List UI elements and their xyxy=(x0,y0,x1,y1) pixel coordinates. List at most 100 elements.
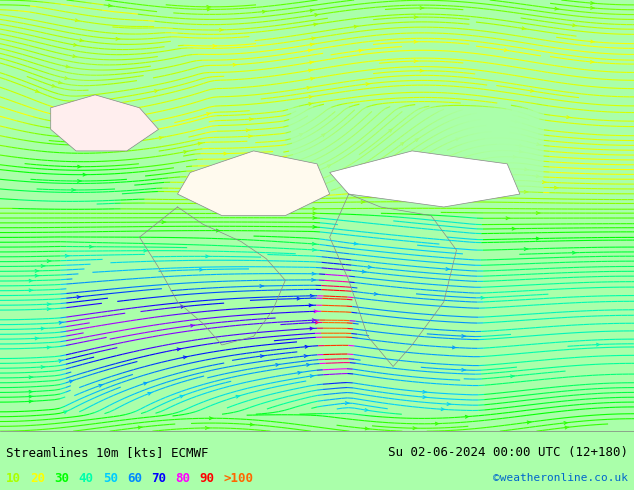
FancyArrowPatch shape xyxy=(536,175,540,177)
FancyArrowPatch shape xyxy=(536,212,540,215)
FancyArrowPatch shape xyxy=(66,65,70,68)
FancyArrowPatch shape xyxy=(47,308,51,311)
FancyArrowPatch shape xyxy=(462,368,466,371)
FancyArrowPatch shape xyxy=(312,278,316,281)
FancyArrowPatch shape xyxy=(207,5,210,8)
FancyArrowPatch shape xyxy=(29,391,33,393)
FancyArrowPatch shape xyxy=(372,175,375,178)
FancyArrowPatch shape xyxy=(181,305,185,308)
FancyArrowPatch shape xyxy=(41,327,45,330)
FancyArrowPatch shape xyxy=(310,375,314,377)
FancyArrowPatch shape xyxy=(506,217,510,220)
FancyArrowPatch shape xyxy=(441,408,445,411)
FancyArrowPatch shape xyxy=(48,260,51,263)
FancyArrowPatch shape xyxy=(446,268,450,270)
FancyArrowPatch shape xyxy=(83,173,87,176)
FancyArrowPatch shape xyxy=(368,266,372,269)
FancyArrowPatch shape xyxy=(187,191,191,193)
FancyArrowPatch shape xyxy=(162,220,166,223)
FancyArrowPatch shape xyxy=(374,293,378,295)
FancyArrowPatch shape xyxy=(346,402,349,404)
FancyArrowPatch shape xyxy=(522,27,526,30)
FancyArrowPatch shape xyxy=(423,391,427,393)
FancyArrowPatch shape xyxy=(401,143,404,146)
FancyArrowPatch shape xyxy=(183,356,188,359)
Text: ©weatheronline.co.uk: ©weatheronline.co.uk xyxy=(493,473,628,483)
FancyArrowPatch shape xyxy=(200,269,204,271)
Text: 10: 10 xyxy=(6,472,22,485)
FancyArrowPatch shape xyxy=(72,189,75,192)
FancyArrowPatch shape xyxy=(65,76,69,79)
FancyArrowPatch shape xyxy=(519,145,524,147)
FancyArrowPatch shape xyxy=(312,37,316,40)
FancyArrowPatch shape xyxy=(184,150,188,153)
FancyArrowPatch shape xyxy=(312,272,316,275)
FancyArrowPatch shape xyxy=(36,90,39,93)
FancyArrowPatch shape xyxy=(313,225,317,228)
FancyArrowPatch shape xyxy=(495,162,499,165)
FancyArrowPatch shape xyxy=(84,141,87,144)
FancyArrowPatch shape xyxy=(304,355,308,357)
FancyArrowPatch shape xyxy=(250,423,254,426)
FancyArrowPatch shape xyxy=(78,165,82,168)
FancyArrowPatch shape xyxy=(198,142,202,145)
FancyArrowPatch shape xyxy=(180,395,184,398)
Text: 90: 90 xyxy=(199,472,214,485)
FancyArrowPatch shape xyxy=(414,16,418,19)
FancyArrowPatch shape xyxy=(310,43,314,46)
FancyArrowPatch shape xyxy=(177,348,181,351)
FancyArrowPatch shape xyxy=(261,355,264,358)
FancyArrowPatch shape xyxy=(309,96,313,98)
FancyArrowPatch shape xyxy=(413,427,417,430)
FancyArrowPatch shape xyxy=(249,135,252,138)
FancyArrowPatch shape xyxy=(138,426,142,429)
Polygon shape xyxy=(330,151,520,207)
FancyArrowPatch shape xyxy=(308,49,312,52)
FancyArrowPatch shape xyxy=(307,86,311,89)
FancyArrowPatch shape xyxy=(359,49,363,52)
FancyArrowPatch shape xyxy=(314,310,318,313)
FancyArrowPatch shape xyxy=(332,173,334,176)
FancyArrowPatch shape xyxy=(485,124,489,127)
FancyArrowPatch shape xyxy=(73,55,77,57)
FancyArrowPatch shape xyxy=(309,304,313,307)
FancyArrowPatch shape xyxy=(481,296,485,299)
FancyArrowPatch shape xyxy=(233,63,237,66)
FancyArrowPatch shape xyxy=(75,19,79,22)
Text: Streamlines 10m [kts] ECMWF: Streamlines 10m [kts] ECMWF xyxy=(6,446,209,459)
FancyArrowPatch shape xyxy=(276,364,280,366)
FancyArrowPatch shape xyxy=(361,164,365,166)
FancyArrowPatch shape xyxy=(108,4,112,7)
FancyArrowPatch shape xyxy=(366,83,370,85)
Text: 80: 80 xyxy=(175,472,190,485)
FancyArrowPatch shape xyxy=(58,81,62,84)
FancyArrowPatch shape xyxy=(524,168,529,171)
FancyArrowPatch shape xyxy=(29,376,33,379)
FancyArrowPatch shape xyxy=(144,382,148,385)
FancyArrowPatch shape xyxy=(420,6,424,9)
FancyArrowPatch shape xyxy=(52,84,56,87)
Text: 50: 50 xyxy=(103,472,118,485)
FancyArrowPatch shape xyxy=(305,345,309,348)
FancyArrowPatch shape xyxy=(221,175,225,178)
FancyArrowPatch shape xyxy=(313,243,316,245)
FancyArrowPatch shape xyxy=(47,303,51,306)
FancyArrowPatch shape xyxy=(70,380,74,383)
FancyArrowPatch shape xyxy=(205,255,209,258)
FancyArrowPatch shape xyxy=(219,28,224,31)
FancyArrowPatch shape xyxy=(447,403,451,405)
FancyArrowPatch shape xyxy=(567,116,571,119)
FancyArrowPatch shape xyxy=(314,23,318,26)
FancyArrowPatch shape xyxy=(207,113,210,115)
FancyArrowPatch shape xyxy=(238,157,242,160)
Text: 40: 40 xyxy=(79,472,94,485)
FancyArrowPatch shape xyxy=(573,24,576,26)
FancyArrowPatch shape xyxy=(531,89,534,92)
FancyArrowPatch shape xyxy=(313,207,317,210)
FancyArrowPatch shape xyxy=(282,168,286,171)
FancyArrowPatch shape xyxy=(414,40,418,43)
FancyArrowPatch shape xyxy=(365,427,369,430)
Text: 60: 60 xyxy=(127,472,142,485)
FancyArrowPatch shape xyxy=(213,45,217,48)
FancyArrowPatch shape xyxy=(148,392,152,395)
